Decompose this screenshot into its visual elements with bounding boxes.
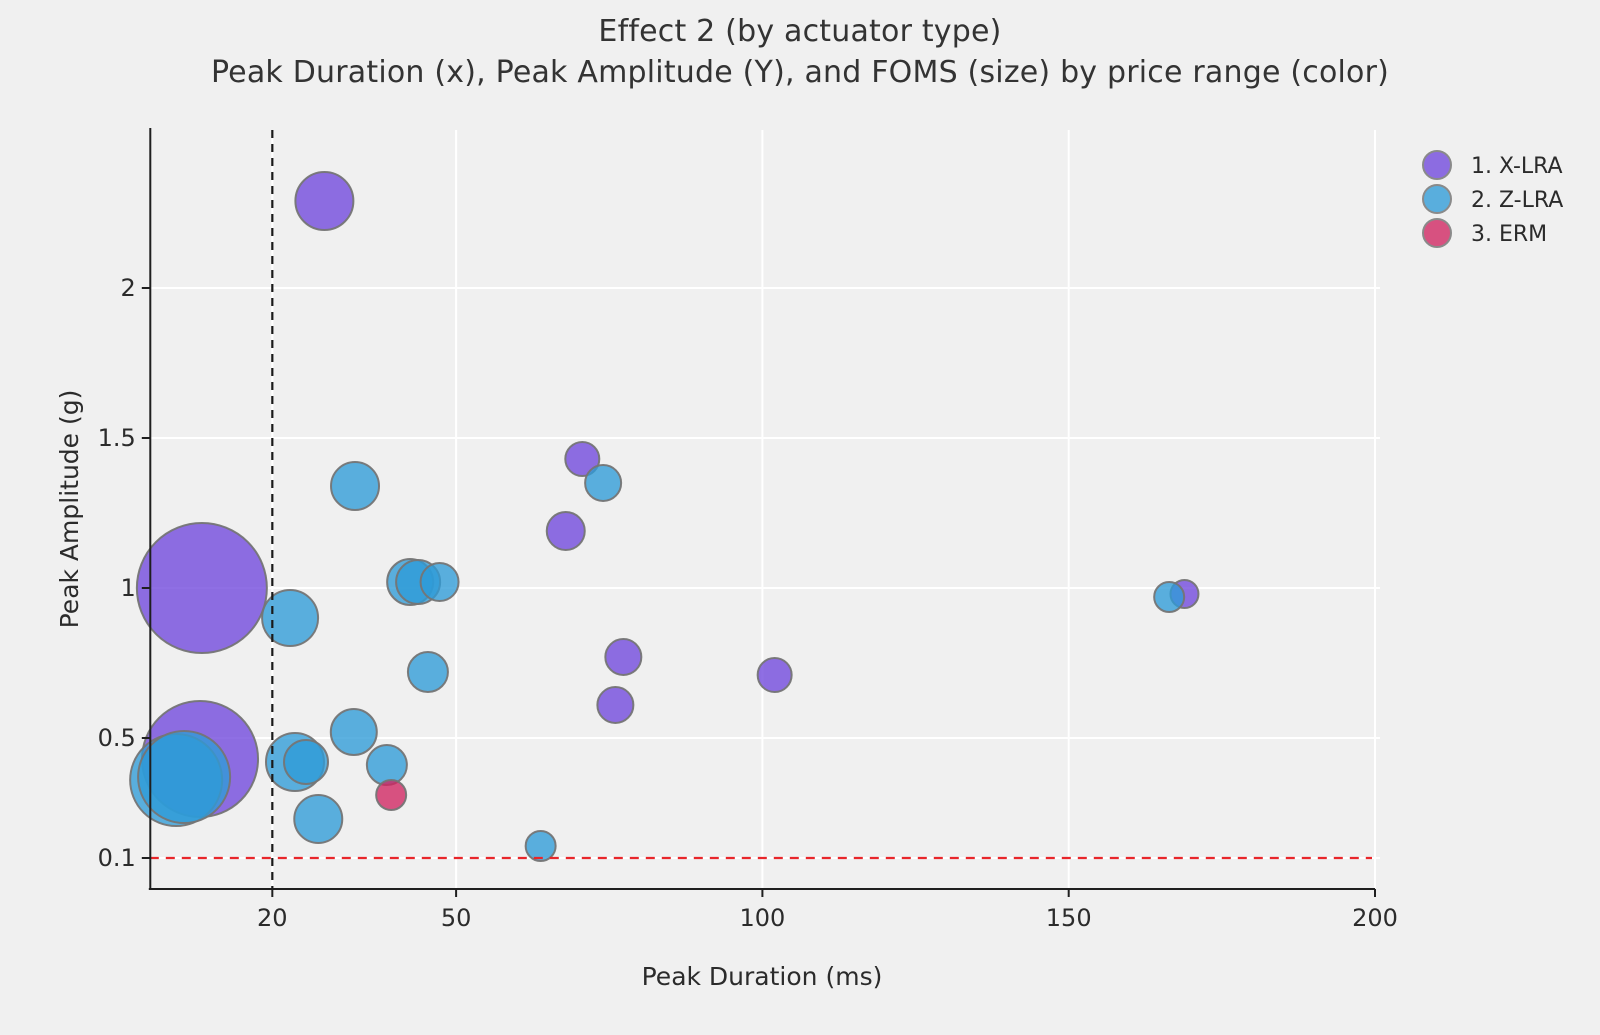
legend: 1. X-LRA 2. Z-LRA 3. ERM — [1422, 150, 1563, 248]
bubble — [261, 589, 320, 647]
chart-subtitle: Peak Duration (x), Peak Amplitude (Y), a… — [210, 55, 1390, 90]
legend-label: 2. Z-LRA — [1471, 188, 1563, 213]
y-tick-label: 2 — [121, 274, 136, 302]
y-tick-label: 0.1 — [98, 844, 136, 872]
x-tick-label: 100 — [739, 904, 785, 932]
y-axis-title: Peak Amplitude (g) — [55, 390, 84, 629]
bubble — [294, 171, 355, 231]
bubble — [756, 657, 793, 693]
bubble — [406, 651, 449, 693]
bubble — [419, 562, 460, 602]
x-tick-label: 200 — [1352, 904, 1398, 932]
bubble-layer — [129, 171, 1200, 862]
x-axis-title: Peak Duration (ms) — [642, 962, 883, 991]
bubble — [545, 511, 586, 551]
axes — [141, 128, 1376, 897]
legend-label: 1. X-LRA — [1471, 154, 1563, 179]
y-tick-label: 1 — [121, 574, 136, 602]
bubble — [293, 794, 344, 844]
bubble — [604, 638, 643, 676]
bubble — [564, 441, 601, 477]
gridlines — [149, 130, 1380, 888]
x-tick-label: 150 — [1046, 904, 1092, 932]
x-tick-label: 20 — [257, 904, 288, 932]
legend-label: 3. ERM — [1471, 222, 1547, 247]
bubble — [137, 730, 232, 824]
bubble — [584, 464, 623, 502]
bubble — [283, 739, 330, 785]
tick-labels: 20 50 100 150 200 0.1 0.5 1 1.5 2 — [98, 274, 1398, 932]
bubble — [329, 708, 378, 756]
chart-title: Effect 2 (by actuator type) — [598, 14, 1002, 49]
y-tick-label: 1.5 — [98, 424, 136, 452]
legend-swatch — [1422, 218, 1452, 248]
bubble — [330, 461, 381, 511]
y-tick-label: 0.5 — [98, 724, 136, 752]
bubble — [596, 686, 635, 724]
bubble — [375, 779, 408, 811]
bubble — [365, 744, 408, 786]
bubble — [524, 830, 557, 862]
x-tick-label: 50 — [441, 904, 472, 932]
legend-swatch — [1422, 184, 1452, 214]
reference-lines — [149, 130, 1372, 889]
legend-swatch — [1422, 150, 1452, 180]
bubble — [135, 522, 268, 654]
bubble — [1153, 581, 1186, 613]
